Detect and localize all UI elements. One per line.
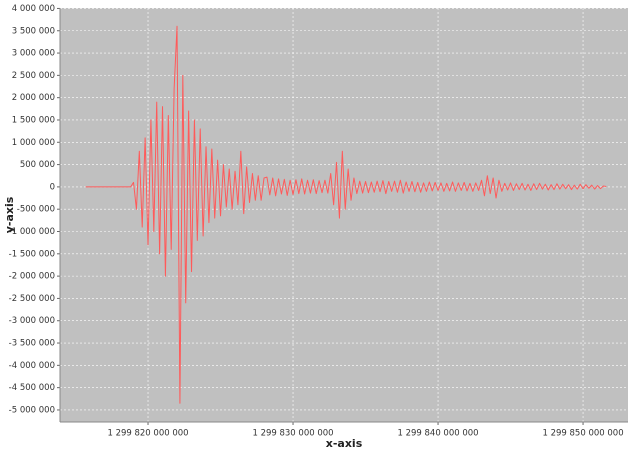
y-tick-label: 3 000 000 bbox=[12, 49, 55, 59]
y-tick-label: -500 000 bbox=[17, 205, 55, 215]
y-tick-label: -4 000 000 bbox=[9, 361, 55, 371]
y-tick-label: -1 000 000 bbox=[9, 227, 55, 237]
y-tick-label: 0 bbox=[50, 182, 55, 192]
x-tick-label: 1 299 840 000 000 bbox=[397, 429, 478, 439]
y-tick-label: -3 000 000 bbox=[9, 316, 55, 326]
y-tick-label: 2 500 000 bbox=[12, 71, 55, 81]
y-tick-label: 1 000 000 bbox=[12, 138, 55, 148]
y-tick-label: -3 500 000 bbox=[9, 339, 55, 349]
y-tick-label: -2 500 000 bbox=[9, 294, 55, 304]
y-tick-label: -4 500 000 bbox=[9, 383, 55, 393]
y-tick-label: -1 500 000 bbox=[9, 249, 55, 259]
y-tick-label: -5 000 000 bbox=[9, 405, 55, 415]
x-tick-label: 1 299 850 000 000 bbox=[542, 429, 623, 439]
y-tick-label: 500 000 bbox=[20, 160, 55, 170]
x-tick-label: 1 299 830 000 000 bbox=[252, 429, 333, 439]
plot-area bbox=[60, 8, 628, 422]
y-tick-label: 4 000 000 bbox=[12, 4, 55, 14]
y-tick-label: -2 000 000 bbox=[9, 272, 55, 282]
y-tick-label: 1 500 000 bbox=[12, 115, 55, 125]
y-axis-title: y-axis bbox=[3, 196, 16, 233]
data-line bbox=[85, 25, 607, 404]
x-tick-label: 1 299 820 000 000 bbox=[107, 429, 188, 439]
y-tick-label: 2 000 000 bbox=[12, 93, 55, 103]
x-axis-title: x-axis bbox=[326, 437, 363, 450]
y-tick-label: 3 500 000 bbox=[12, 26, 55, 36]
